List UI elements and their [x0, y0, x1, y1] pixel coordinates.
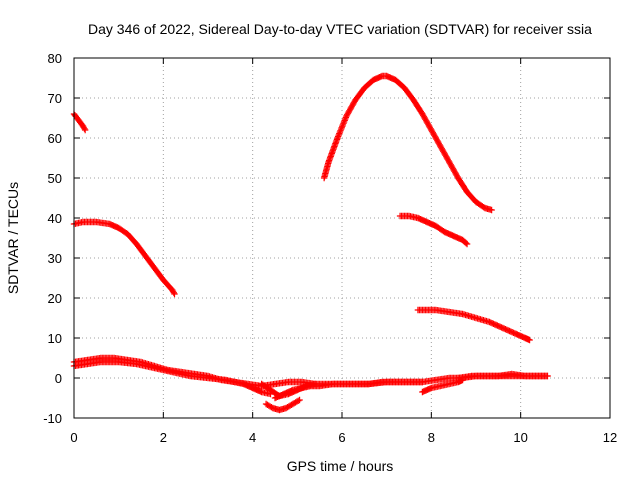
y-tick-label: 0 — [55, 371, 62, 386]
y-tick-label: 80 — [48, 51, 62, 66]
y-ticks: -10 0 10 20 30 40 50 60 70 80 — [43, 51, 610, 426]
x-ticks: 0 2 4 6 8 10 12 — [70, 58, 617, 445]
series-arc-10 — [271, 378, 426, 402]
series-arc-5 — [414, 306, 533, 344]
data-point — [396, 212, 471, 248]
data-point — [454, 370, 551, 382]
y-axis-label: SDTVAR / TECUs — [5, 182, 21, 294]
series-arc-4 — [396, 212, 471, 248]
series-arc-3 — [320, 72, 495, 214]
x-axis-label: GPS time / hours — [287, 458, 394, 474]
data-point — [414, 306, 533, 344]
x-tick-label: 4 — [249, 430, 256, 445]
y-tick-label: 70 — [48, 91, 62, 106]
x-tick-label: 8 — [428, 430, 435, 445]
series-arc-12 — [454, 370, 551, 382]
x-tick-label: 6 — [338, 430, 345, 445]
series-arc-8 — [262, 396, 303, 414]
data-point — [320, 72, 495, 214]
chart-title: Day 346 of 2022, Sidereal Day-to-day VTE… — [88, 21, 592, 37]
data-point — [271, 378, 426, 402]
plot-border — [73, 57, 611, 419]
x-tick-label: 12 — [603, 430, 617, 445]
data-point — [262, 396, 303, 414]
y-tick-label: 50 — [48, 171, 62, 186]
y-tick-label: 20 — [48, 291, 62, 306]
y-tick-label: 40 — [48, 211, 62, 226]
y-tick-label: 60 — [48, 131, 62, 146]
y-tick-label: 10 — [48, 331, 62, 346]
x-tick-label: 10 — [513, 430, 527, 445]
y-tick-label: 30 — [48, 251, 62, 266]
series-arc-11 — [419, 376, 466, 396]
x-tick-label: 0 — [70, 430, 77, 445]
data-point — [419, 376, 466, 396]
y-tick-label: -10 — [43, 411, 62, 426]
x-tick-label: 2 — [160, 430, 167, 445]
gridlines — [74, 58, 610, 418]
